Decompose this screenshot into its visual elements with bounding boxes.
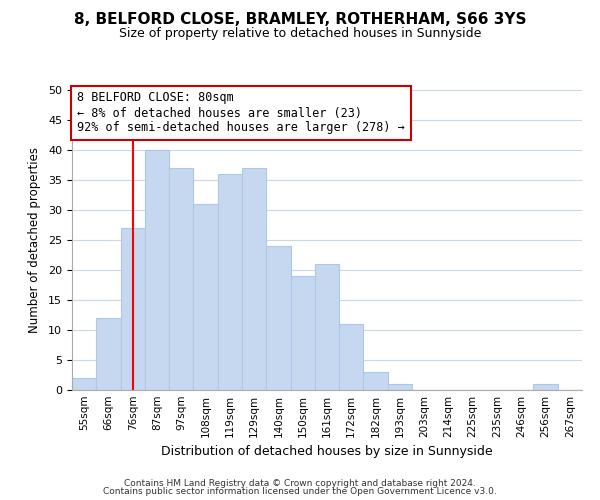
Text: Contains HM Land Registry data © Crown copyright and database right 2024.: Contains HM Land Registry data © Crown c… <box>124 478 476 488</box>
Bar <box>290 276 315 390</box>
Y-axis label: Number of detached properties: Number of detached properties <box>28 147 41 333</box>
Text: 8 BELFORD CLOSE: 80sqm
← 8% of detached houses are smaller (23)
92% of semi-deta: 8 BELFORD CLOSE: 80sqm ← 8% of detached … <box>77 92 405 134</box>
Bar <box>533 384 558 390</box>
Text: Contains public sector information licensed under the Open Government Licence v3: Contains public sector information licen… <box>103 487 497 496</box>
Text: Size of property relative to detached houses in Sunnyside: Size of property relative to detached ho… <box>119 28 481 40</box>
Bar <box>218 174 242 390</box>
Bar <box>339 324 364 390</box>
Bar <box>72 378 96 390</box>
Bar <box>169 168 193 390</box>
Bar <box>315 264 339 390</box>
Bar <box>242 168 266 390</box>
Bar <box>96 318 121 390</box>
Text: 8, BELFORD CLOSE, BRAMLEY, ROTHERHAM, S66 3YS: 8, BELFORD CLOSE, BRAMLEY, ROTHERHAM, S6… <box>74 12 526 28</box>
Bar <box>364 372 388 390</box>
X-axis label: Distribution of detached houses by size in Sunnyside: Distribution of detached houses by size … <box>161 446 493 458</box>
Bar <box>266 246 290 390</box>
Bar <box>121 228 145 390</box>
Bar <box>388 384 412 390</box>
Bar <box>193 204 218 390</box>
Bar <box>145 150 169 390</box>
